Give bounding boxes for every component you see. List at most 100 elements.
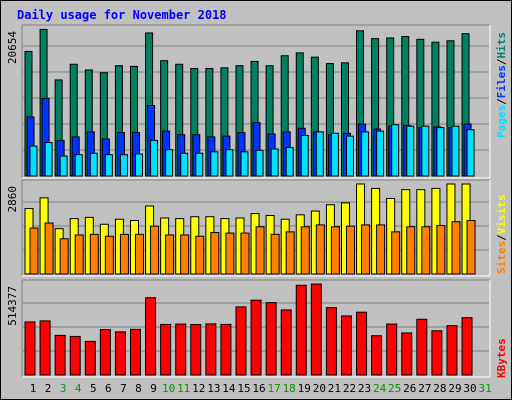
bar-sites-day-30 <box>466 220 476 275</box>
bar-sites-day-4 <box>74 234 84 275</box>
x-tick-label-5: 5 <box>90 382 97 395</box>
y-max-label: 514377 <box>6 286 19 326</box>
legend-entry: Hits <box>495 32 508 59</box>
bar-pages-day-22 <box>345 135 354 177</box>
bar-sites-day-5 <box>89 233 99 275</box>
legend-entry: / <box>495 234 508 241</box>
bar-sites-day-10 <box>165 234 175 275</box>
x-tick-label-30: 30 <box>463 382 476 395</box>
x-tick-label-15: 15 <box>237 382 250 395</box>
x-tick-label-13: 13 <box>207 382 220 395</box>
x-tick-label-25: 25 <box>388 382 401 395</box>
x-tick-label-9: 9 <box>150 382 157 395</box>
bar-pages-day-30 <box>466 129 475 177</box>
bar-sites-day-27 <box>421 226 431 275</box>
x-tick-label-27: 27 <box>418 382 431 395</box>
x-tick-label-22: 22 <box>343 382 356 395</box>
bar-sites-day-21 <box>330 226 340 275</box>
bar-sites-day-14 <box>225 232 235 275</box>
bar-sites-day-8 <box>134 233 144 275</box>
bar-sites-day-15 <box>240 232 250 275</box>
bar-sites-day-1 <box>29 227 39 275</box>
bar-sites-day-28 <box>436 225 446 275</box>
bar-kbytes-day-1 <box>24 321 36 376</box>
bar-kbytes-day-5 <box>84 340 96 376</box>
x-tick-label-24: 24 <box>373 382 387 395</box>
bar-pages-day-3 <box>59 155 68 177</box>
x-tick-label-20: 20 <box>313 382 326 395</box>
bar-sites-day-17 <box>270 233 280 275</box>
bar-pages-day-10 <box>165 149 174 177</box>
bar-pages-day-14 <box>225 149 234 177</box>
bar-kbytes-day-18 <box>280 309 292 376</box>
bar-pages-day-11 <box>180 152 189 177</box>
bar-sites-day-29 <box>451 221 461 275</box>
bar-pages-day-12 <box>195 152 204 177</box>
x-tick-label-4: 4 <box>75 382 82 395</box>
bar-sites-day-23 <box>361 224 371 275</box>
bar-pages-day-1 <box>29 145 38 177</box>
x-tick-label-26: 26 <box>403 382 416 395</box>
bar-pages-day-6 <box>104 154 113 177</box>
x-tick-label-14: 14 <box>222 382 236 395</box>
x-tick-label-21: 21 <box>328 382 341 395</box>
bar-kbytes-day-15 <box>235 306 247 376</box>
legend-entry: / <box>495 98 508 105</box>
bar-pages-day-9 <box>150 139 159 177</box>
bar-sites-day-3 <box>59 238 69 275</box>
x-tick-label-3: 3 <box>60 382 67 395</box>
bar-kbytes-day-16 <box>250 299 262 376</box>
bar-sites-day-19 <box>300 226 310 275</box>
bar-sites-day-22 <box>345 225 355 275</box>
x-tick-label-10: 10 <box>162 382 175 395</box>
bar-kbytes-day-27 <box>416 318 428 376</box>
bar-pages-day-13 <box>210 151 219 177</box>
bar-pages-day-27 <box>421 125 430 177</box>
bar-kbytes-day-25 <box>386 323 398 376</box>
bar-kbytes-day-29 <box>446 325 458 376</box>
bar-pages-day-23 <box>361 131 370 177</box>
bar-sites-day-13 <box>210 231 220 275</box>
x-tick-label-11: 11 <box>177 382 190 395</box>
bar-kbytes-day-23 <box>356 311 368 376</box>
bar-kbytes-day-10 <box>160 323 172 376</box>
x-tick-label-12: 12 <box>192 382 205 395</box>
bar-pages-day-2 <box>44 142 53 177</box>
bar-kbytes-day-21 <box>325 307 337 376</box>
bar-sites-day-25 <box>391 231 401 275</box>
bar-pages-day-29 <box>451 125 460 177</box>
legend-visits_sites: Sites/Visits <box>495 195 508 275</box>
bar-sites-day-16 <box>255 226 265 275</box>
legend-entry: Sites <box>495 241 508 274</box>
bar-pages-day-28 <box>436 127 445 177</box>
x-tick-label-31: 31 <box>478 382 491 395</box>
bar-pages-day-15 <box>240 151 249 177</box>
bar-pages-day-21 <box>330 132 339 177</box>
x-tick-label-16: 16 <box>252 382 265 395</box>
bar-pages-day-26 <box>406 125 415 177</box>
legend-entry: Visits <box>495 195 508 235</box>
bar-pages-day-18 <box>285 147 294 177</box>
x-tick-label-6: 6 <box>105 382 112 395</box>
bar-kbytes-day-22 <box>340 315 352 376</box>
legend-entry: KBytes <box>495 338 508 378</box>
bar-kbytes-day-7 <box>114 331 126 376</box>
bar-kbytes-day-26 <box>401 332 413 376</box>
bar-pages-day-16 <box>255 149 264 177</box>
bar-kbytes-day-4 <box>69 335 81 376</box>
bar-kbytes-day-3 <box>54 334 66 376</box>
bar-pages-day-8 <box>134 153 143 177</box>
bar-sites-day-11 <box>180 234 190 275</box>
bar-pages-day-24 <box>376 130 385 177</box>
legend-entry: Files <box>495 65 508 98</box>
bar-sites-day-12 <box>195 235 205 275</box>
bar-kbytes-day-13 <box>205 323 217 376</box>
x-tick-label-17: 17 <box>267 382 280 395</box>
bar-kbytes-day-20 <box>310 283 322 376</box>
x-tick-label-19: 19 <box>298 382 311 395</box>
bar-sites-day-26 <box>406 226 416 275</box>
bar-pages-day-5 <box>89 152 98 177</box>
x-tick-label-8: 8 <box>135 382 142 395</box>
y-max-label: 2860 <box>6 186 19 213</box>
bar-kbytes-day-17 <box>265 302 277 376</box>
